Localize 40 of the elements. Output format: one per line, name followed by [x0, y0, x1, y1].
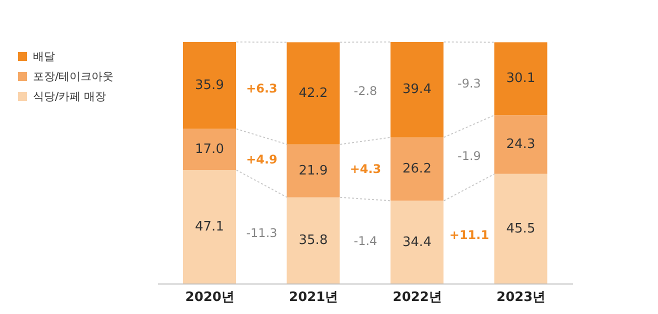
- bar: [183, 170, 236, 284]
- bar: [390, 200, 444, 284]
- bar: [286, 197, 340, 284]
- data-label: 17.0: [195, 142, 224, 158]
- bar: [494, 42, 548, 116]
- annotation: -2.8: [354, 84, 378, 98]
- x-tick-label: 2020년: [185, 290, 234, 306]
- data-label: 39.4: [402, 82, 432, 98]
- annotation: +4.9: [246, 152, 278, 166]
- x-tick-label: 2022년: [392, 290, 442, 306]
- x-tick-label: 2023년: [496, 290, 546, 306]
- annotation: -1.9: [458, 149, 481, 164]
- data-label: 35.8: [298, 233, 328, 248]
- bar: [183, 42, 236, 129]
- bar: [286, 144, 340, 198]
- data-label: 35.9: [195, 78, 224, 93]
- x-tick-label: 2021년: [289, 290, 338, 306]
- data-label: 26.2: [402, 162, 432, 177]
- data-label: 30.1: [506, 71, 536, 86]
- bar: [390, 137, 444, 201]
- legend-label: 식당/카페 매장: [33, 88, 106, 104]
- bar: [494, 115, 548, 174]
- legend-label: 포장/테이크아웃: [33, 68, 114, 84]
- data-label: 24.3: [506, 137, 536, 152]
- bar: [183, 128, 236, 170]
- annotation: +4.3: [350, 162, 382, 176]
- bar: [286, 42, 340, 144]
- data-label: 45.5: [506, 221, 536, 237]
- annotation: -9.3: [458, 76, 481, 90]
- bar: [494, 174, 548, 284]
- annotation: +6.3: [246, 82, 278, 96]
- data-label: 34.4: [402, 234, 432, 250]
- data-label: 21.9: [298, 163, 328, 178]
- annotation: +11.1: [449, 228, 490, 242]
- bar: [390, 42, 444, 138]
- annotation: -11.3: [246, 226, 278, 240]
- data-label: 47.1: [195, 220, 224, 235]
- annotation: -1.4: [354, 234, 378, 248]
- legend-label: 배달: [33, 48, 55, 64]
- data-label: 42.2: [298, 86, 328, 101]
